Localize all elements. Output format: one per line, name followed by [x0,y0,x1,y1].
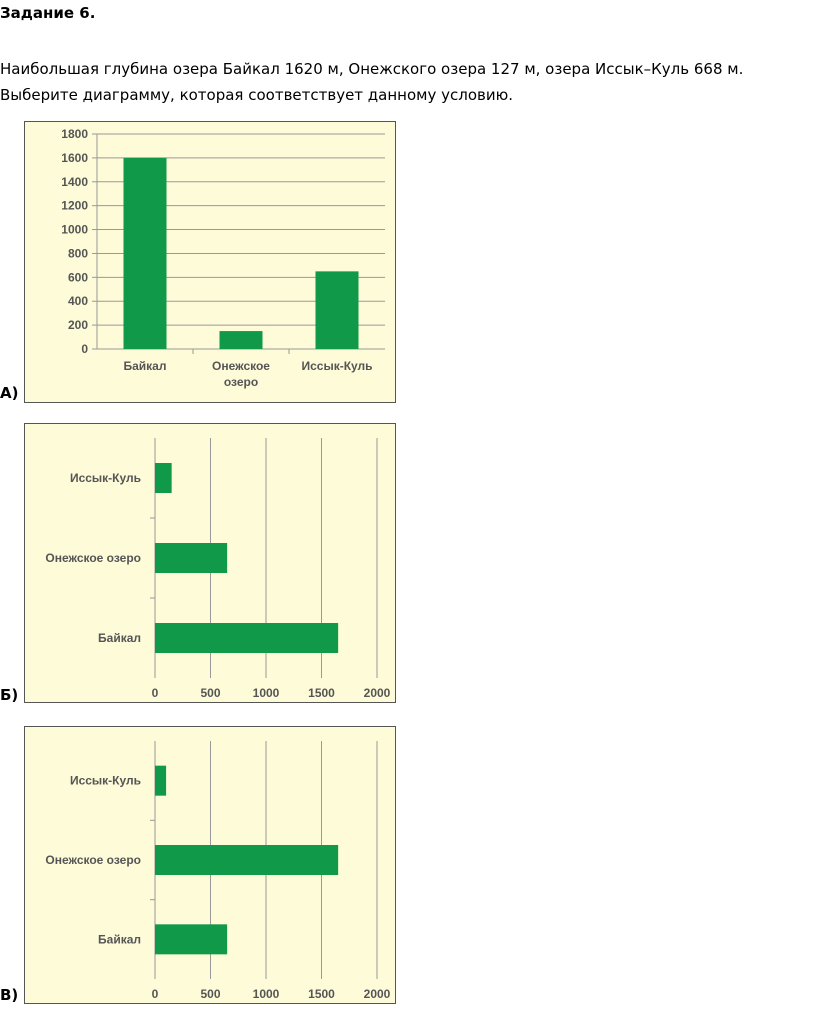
y-tick-label: 0 [81,342,88,356]
bar-1 [123,157,167,349]
bar-3 [315,271,359,349]
x-tick-label: 0 [152,987,159,1001]
bar-1 [155,463,172,493]
y-tick-label: 1200 [61,199,88,213]
chart-a[interactable]: 0 200 400 600 800 1000 1200 1400 1600 1800 Байкал О… [24,121,396,403]
task-title: Задание 6. [0,4,96,22]
x-tick-label: 1000 [253,686,280,700]
y-tick-label: 400 [68,294,88,308]
bar-2 [155,543,228,573]
y-tick-label: Онежское озеро [45,551,141,565]
x-tick-label: 1500 [308,987,335,1001]
bar-3 [155,623,339,653]
x-tick-label: 2000 [364,987,391,1001]
chart-b[interactable]: 0 500 1000 1500 2000 Иссык-Куль Онежское озеро… [24,423,396,703]
y-tick-label: 800 [68,246,88,260]
chart-c[interactable]: 0 500 1000 1500 2000 Иссык-Куль Онежское озеро… [24,726,396,1004]
x-tick-label: 1000 [253,987,280,1001]
option-a-label[interactable]: А) [0,384,19,402]
x-tick-label: 2000 [364,686,391,700]
bar-2 [155,845,339,875]
y-tick-label: 1600 [61,151,88,165]
y-tick-label: 200 [68,318,88,332]
y-tick-label: 1400 [61,175,88,189]
x-tick-label: 1500 [308,686,335,700]
chart-a-svg: 0 200 400 600 800 1000 1200 1400 1600 1800 Байкал О… [61,127,385,389]
y-tick-label: 1800 [61,127,88,141]
y-tick-label: Иссык-Куль [70,774,141,788]
x-tick-label: 0 [152,686,159,700]
x-tick-label: 500 [200,686,220,700]
x-tick-label: Иссык-Куль [301,359,372,373]
option-b-label[interactable]: Б) [0,686,19,704]
chart-b-svg: 0 500 1000 1500 2000 Иссык-Куль Онежское озеро… [45,438,391,700]
y-tick-label: Онежское озеро [45,853,141,867]
y-tick-label: 600 [68,270,88,284]
y-tick-label: Байкал [98,631,141,645]
bar-1 [155,765,167,796]
option-c-label[interactable]: В) [0,986,19,1004]
bar-3 [155,924,228,955]
x-tick-label: Онежское [212,359,270,373]
x-tick-label: Байкал [124,359,167,373]
x-tick-label: озеро [224,375,258,389]
bar-2 [219,331,263,349]
x-tick-label: 500 [200,987,220,1001]
task-text: Наибольшая глубина озера Байкал 1620 м, … [0,60,744,104]
y-tick-label: Байкал [98,932,141,946]
y-tick-label: 1000 [61,223,88,237]
y-tick-label: Иссык-Куль [70,471,141,485]
chart-c-svg: 0 500 1000 1500 2000 Иссык-Куль Онежское озеро… [45,741,391,1001]
